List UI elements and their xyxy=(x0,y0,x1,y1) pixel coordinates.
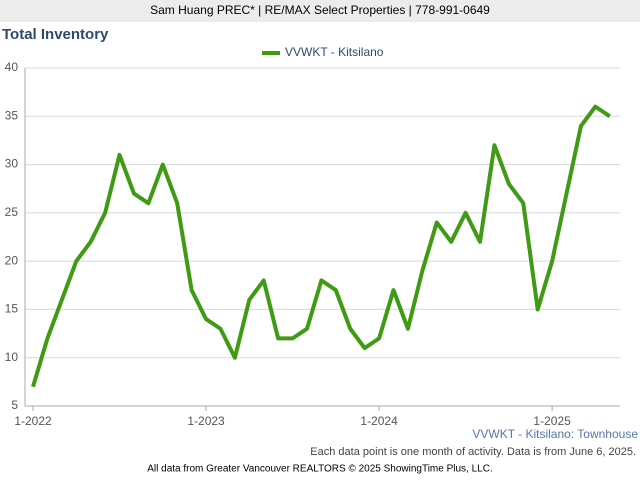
legend-label: VVWKT - Kitsilano xyxy=(285,45,384,59)
y-tick-label: 30 xyxy=(5,157,19,171)
y-tick-label: 25 xyxy=(5,205,19,219)
y-tick-label: 35 xyxy=(5,108,19,122)
x-tick-label: 1-2025 xyxy=(533,414,571,428)
subtitle: VVWKT - Kitsilano: Townhouse xyxy=(472,427,638,441)
y-tick-label: 15 xyxy=(5,302,19,316)
y-tick-label: 20 xyxy=(5,253,19,267)
line xyxy=(31,104,611,388)
x-tick-label: 1-2024 xyxy=(360,414,398,428)
y-tick-label: 40 xyxy=(5,60,19,74)
source: All data from Greater Vancouver REALTORS… xyxy=(147,464,492,475)
x-tick-label: 1-2023 xyxy=(187,414,225,428)
y-tick-label: 5 xyxy=(11,398,18,412)
header-bar xyxy=(0,0,640,22)
y-tick-label: 10 xyxy=(5,350,19,364)
x-tick-label: 1-2022 xyxy=(14,414,52,428)
chart-title: Total Inventory xyxy=(2,26,109,43)
note: Each data point is one month of activity… xyxy=(310,446,636,458)
header-text: Sam Huang PREC* | RE/MAX Select Properti… xyxy=(150,3,490,17)
